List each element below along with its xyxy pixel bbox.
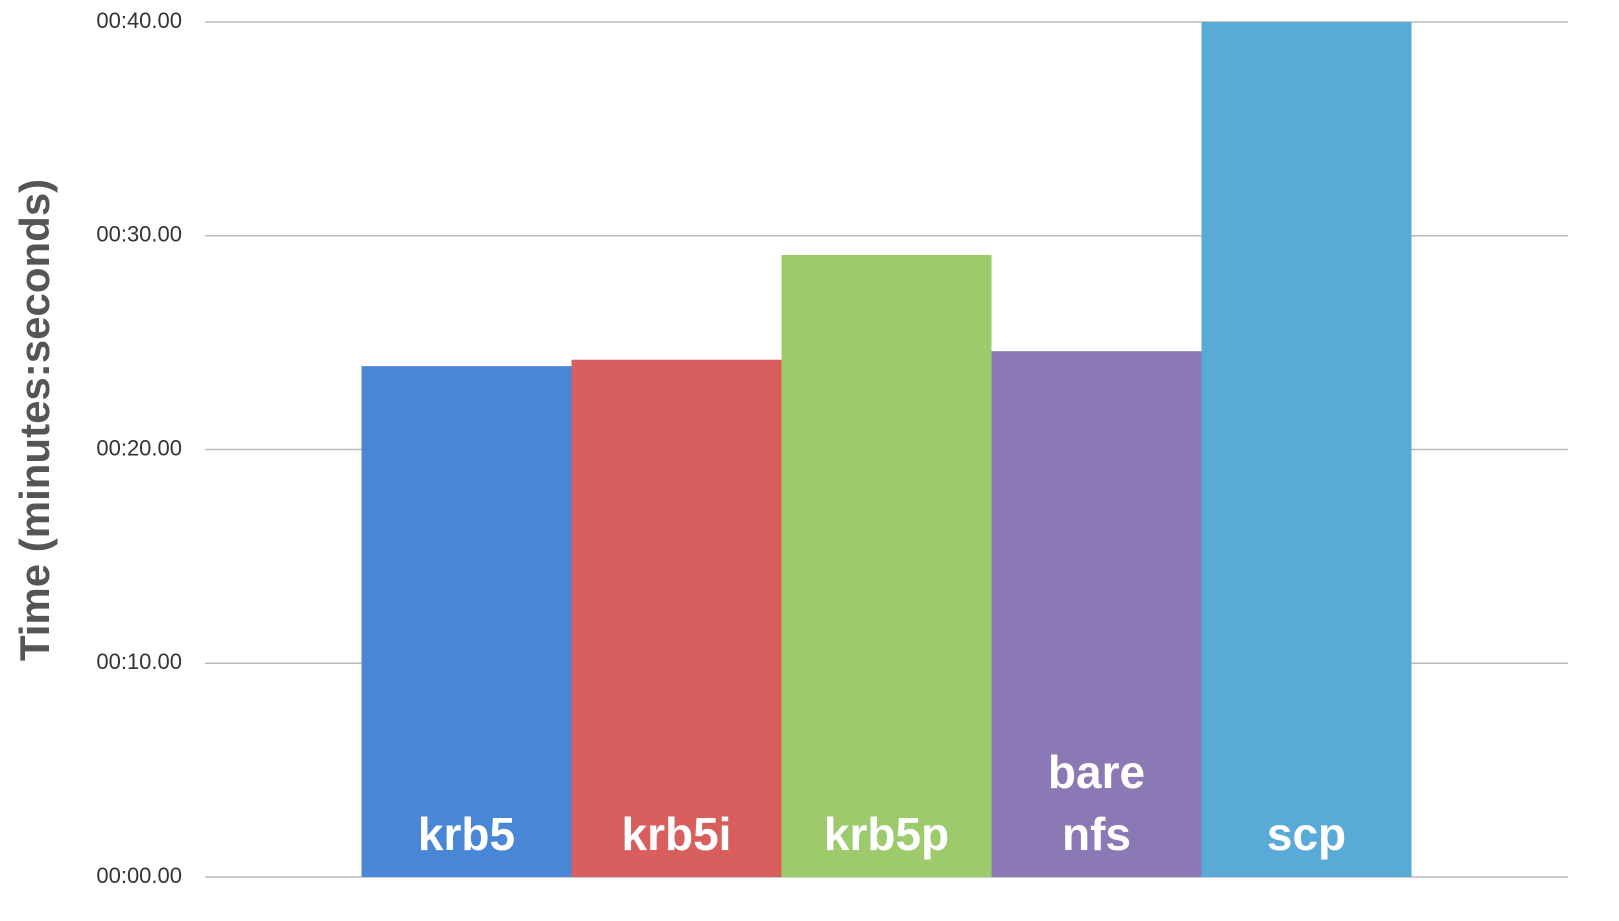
- bar: [361, 366, 572, 877]
- y-tick-label: 00:20.00: [96, 435, 182, 460]
- y-tick-label: 00:10.00: [96, 649, 182, 674]
- y-tick-label: 00:30.00: [96, 222, 182, 247]
- category-label: scp: [1266, 808, 1347, 860]
- category-label: krb5: [417, 808, 516, 860]
- category-label: krb5p: [823, 808, 950, 860]
- bar: [1201, 22, 1412, 877]
- y-tick-label: 00:00.00: [96, 863, 182, 888]
- y-axis-label: Time (minutes:seconds): [11, 179, 58, 661]
- category-label: bare nfs: [1047, 746, 1146, 860]
- bar: [571, 359, 782, 878]
- bar: [781, 254, 992, 878]
- category-label: krb5i: [621, 808, 732, 860]
- bar: [991, 351, 1202, 877]
- y-tick-label: 00:40.00: [96, 8, 182, 33]
